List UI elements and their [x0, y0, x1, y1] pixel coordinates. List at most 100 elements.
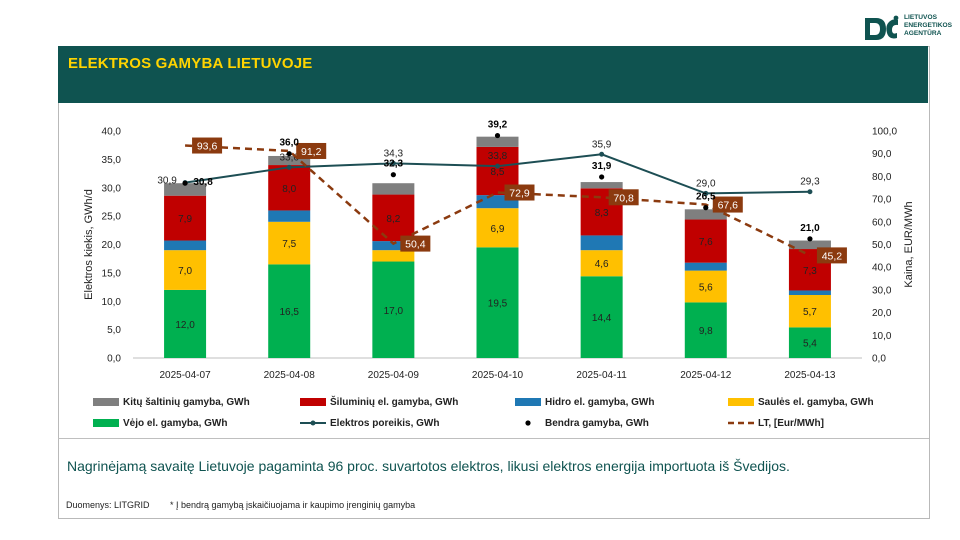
y-tick-label: 5,0 — [107, 325, 121, 336]
y-tick-label: 15,0 — [102, 268, 122, 279]
legend-swatch — [728, 398, 754, 406]
price-label-box — [504, 184, 535, 201]
bar-value-label: 8,5 — [491, 167, 505, 178]
legend-label: Elektros poreikis, GWh — [330, 418, 439, 429]
y2-tick-label: 70,0 — [872, 195, 892, 206]
bar-wind — [788, 327, 831, 358]
bar-solar — [164, 250, 207, 290]
legend-label: Šiluminių el. gamyba, GWh — [330, 395, 458, 408]
bar-value-label: 7,3 — [803, 266, 817, 277]
bar-value-label: 4,6 — [595, 259, 609, 270]
demand-value-label: 29,0 — [696, 178, 716, 189]
total-value-label: 36,0 — [279, 138, 299, 149]
bar-solar — [372, 250, 415, 262]
bar-hydro — [164, 240, 207, 251]
demand-point — [390, 160, 396, 166]
legend-swatch — [515, 398, 541, 406]
y-tick-label: 40,0 — [102, 127, 122, 138]
total-point — [390, 172, 396, 178]
bar-solar — [684, 270, 727, 303]
y2-tick-label: 0,0 — [872, 354, 886, 365]
bar-value-label: 5,7 — [803, 307, 817, 318]
bar-value-label: 7,0 — [178, 266, 192, 277]
bar-value-label: 6,9 — [491, 224, 505, 235]
total-value-label: 21,0 — [800, 223, 820, 234]
legend-swatch — [300, 398, 326, 406]
bar-value-label: 7,9 — [178, 214, 192, 225]
y2-tick-label: 10,0 — [872, 331, 892, 342]
bar-wind — [372, 261, 415, 358]
logo-line-3: AGENTŪRA — [904, 30, 942, 37]
agency-logo: LIETUVOS ENERGETIKOS AGENTŪRA — [862, 12, 954, 48]
logo-line-1: LIETUVOS — [904, 14, 937, 21]
bar-value-label: 8,2 — [386, 214, 400, 225]
price-label-box — [296, 142, 327, 159]
legend-swatch — [93, 398, 119, 406]
bar-wind — [164, 289, 207, 358]
divider — [58, 438, 929, 439]
x-tick-label: 2025-04-11 — [576, 370, 627, 381]
bar-solar — [580, 250, 623, 277]
price-label-box — [712, 196, 743, 213]
legend-label: Kitų šaltinių gamyba, GWh — [123, 397, 250, 408]
demand-point — [703, 190, 709, 196]
total-value-label: 39,2 — [488, 120, 508, 131]
legend-swatch — [93, 419, 119, 427]
bar-value-label: 8,0 — [282, 184, 296, 195]
title-banner: ELEKTROS GAMYBA LIETUVOJE — [58, 46, 928, 103]
bar-value-label: 9,8 — [699, 326, 713, 337]
demand-value-label: 30,9 — [157, 176, 177, 187]
total-value-label: 31,9 — [592, 161, 612, 172]
bar-wind — [268, 264, 311, 358]
agency-logo-text: LIETUVOS ENERGETIKOS AGENTŪRA — [904, 14, 952, 38]
bar-other — [476, 136, 519, 147]
bar-value-label: 14,4 — [592, 313, 612, 324]
price-label-box — [816, 247, 847, 264]
bar-thermal — [684, 219, 727, 263]
price-label-box — [400, 235, 431, 252]
bar-solar — [788, 295, 831, 328]
bar-value-label: 12,0 — [175, 320, 195, 331]
y-tick-label: 30,0 — [102, 183, 122, 194]
total-point — [286, 151, 292, 157]
bar-value-label: 17,0 — [384, 306, 404, 317]
bar-other — [788, 240, 831, 250]
demand-value-label: 35,9 — [592, 139, 612, 150]
bar-other — [580, 182, 623, 189]
legend-swatch — [525, 420, 531, 426]
y-tick-label: 25,0 — [102, 212, 122, 223]
legend-label: Bendra gamyba, GWh — [545, 418, 649, 429]
y-tick-label: 20,0 — [102, 240, 122, 251]
bar-hydro — [268, 210, 311, 222]
bar-wind — [684, 302, 727, 358]
price-label-box — [608, 189, 639, 206]
bar-solar — [476, 208, 519, 248]
bar-hydro — [580, 235, 623, 251]
y2-tick-label: 60,0 — [872, 217, 892, 228]
bar-hydro — [684, 262, 727, 271]
bar-value-label: 7,5 — [282, 239, 296, 250]
total-value-label: 32,3 — [384, 159, 404, 170]
demand-point — [599, 151, 605, 157]
agency-logo-icon — [865, 15, 899, 40]
bar-value-label: 7,6 — [699, 237, 713, 248]
bar-value-label: 5,6 — [699, 282, 713, 293]
demand-value-label: 33,8 — [488, 151, 508, 162]
x-tick-label: 2025-04-10 — [472, 370, 524, 381]
legend-label: LT, [Eur/MWh] — [758, 418, 824, 429]
bar-value-label: 5,4 — [803, 339, 817, 350]
x-tick-label: 2025-04-12 — [680, 370, 732, 381]
summary-text: Nagrinėjamą savaitę Lietuvoje pagaminta … — [67, 458, 790, 474]
x-tick-label: 2025-04-08 — [264, 370, 316, 381]
y2-axis-title: Kaina, EUR/MWh — [903, 201, 915, 287]
demand-value-label: 33,6 — [279, 152, 299, 163]
bar-hydro — [372, 241, 415, 251]
bar-other — [372, 183, 415, 195]
bar-thermal — [372, 194, 415, 242]
bar-thermal — [164, 195, 207, 241]
bar-solar — [268, 221, 311, 265]
total-point — [807, 236, 813, 242]
total-point — [182, 180, 188, 186]
total-point — [599, 174, 605, 180]
